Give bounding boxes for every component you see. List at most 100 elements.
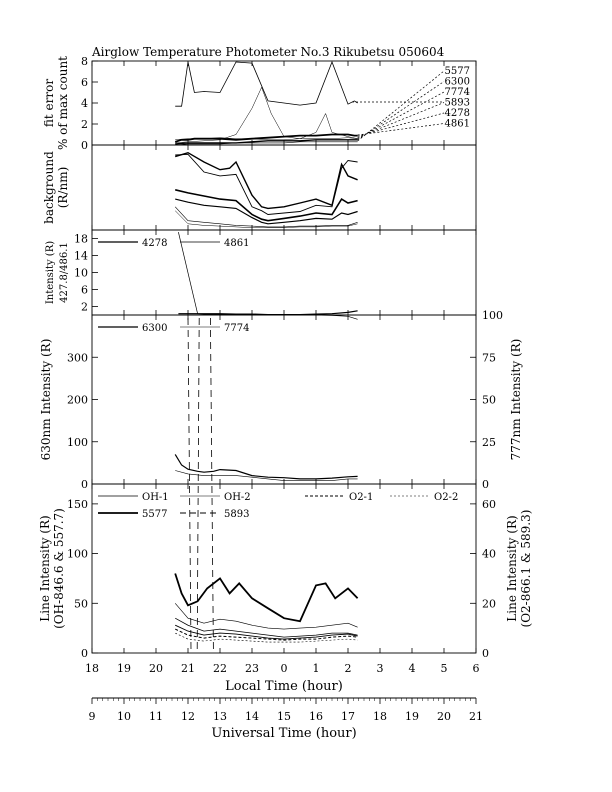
panel-1-ytick-label: 0 [81, 139, 88, 152]
panel-4-y2tick-label: 0 [482, 478, 489, 491]
local-time-axis-label: Local Time (hour) [225, 679, 343, 694]
local-time-tick-label: 23 [245, 662, 259, 675]
panel-4-ylabel: 630nm Intensity (R) [39, 339, 53, 461]
panel-2-ylabel: background [42, 151, 56, 224]
legend-label-o2-2: O2-2 [434, 492, 458, 503]
panel-3-ytick-label: 18 [74, 233, 88, 246]
panel-5-ylabel: (OH-846.6 & 557.7) [52, 508, 66, 629]
series-line-5577 [174, 573, 359, 623]
series-line-p2-2 [175, 189, 358, 222]
series-line-5893 [175, 624, 358, 640]
panel-4-y2tick-label: 25 [482, 436, 496, 449]
panel-4-ytick-label: 100 [67, 436, 88, 449]
series-line-o2-1 [174, 628, 358, 641]
panel-5-ytick-label: 150 [67, 498, 88, 511]
legend-leader-4278 [357, 112, 445, 137]
panel-5-y2tick-label: 0 [482, 647, 489, 660]
legend-leader-4861 [357, 123, 445, 136]
local-time-tick-label: 0 [281, 662, 288, 675]
panel-5-y2tick-label: 40 [482, 548, 496, 561]
panel-5-ytick-label: 100 [67, 548, 88, 561]
universal-time-tick-label: 21 [469, 710, 483, 723]
local-time-tick-label: 21 [181, 662, 195, 675]
legend-leader-5577 [357, 70, 445, 142]
panel-3-ytick-label: 10 [74, 267, 88, 280]
legend-label-oh-1: OH-1 [142, 492, 169, 503]
panel-1-ylabel: fit error [42, 79, 56, 127]
panel-4-frame [91, 314, 477, 485]
series-line-4861 [175, 141, 358, 146]
local-time-tick-label: 18 [85, 662, 99, 675]
series-line-oh-2 [174, 603, 358, 630]
universal-time-tick-label: 15 [277, 710, 291, 723]
series-line-p2-1 [175, 153, 358, 215]
panel-1-ytick-label: 6 [81, 76, 88, 89]
panel-5-ylabel: Line Intensity (R) [38, 515, 52, 621]
local-time-tick-label: 4 [409, 662, 416, 675]
legend-label-7774: 7774 [445, 87, 470, 98]
panel-3-ylabel: 427.8/486.1 [59, 242, 70, 303]
local-time-tick-label: 20 [149, 662, 163, 675]
panel-4-ytick-label: 300 [67, 351, 88, 364]
legend-label-5577: 5577 [142, 509, 167, 520]
legend-label-4278: 4278 [445, 108, 470, 119]
series-line-p2-0 [174, 151, 358, 210]
legend-label-4278: 4278 [142, 238, 167, 249]
legend-label-6300: 6300 [445, 77, 470, 88]
legend-leader-5893 [357, 102, 445, 138]
dashed-connector-line [187, 317, 192, 651]
series-line-7774 [175, 470, 358, 481]
chart-title: Airglow Temperature Photometer No.3 Riku… [91, 45, 445, 59]
series-line-4278 [175, 139, 358, 145]
local-time-tick-label: 3 [377, 662, 384, 675]
legend-leader-7774 [357, 91, 445, 139]
dashed-connector-line [196, 317, 200, 651]
panel-1-ytick-label: 4 [81, 97, 88, 110]
series-line-oh-1 [175, 617, 358, 638]
panel-5-y2label: (O2-866.1 & 589.3) [519, 510, 533, 628]
panel-4-y2tick-label: 50 [482, 394, 496, 407]
legend-label-4861: 4861 [445, 119, 470, 130]
legend-label-5577: 5577 [445, 66, 470, 77]
legend-leader-6300 [357, 81, 445, 141]
panel-4-y2label: 777nm Intensity (R) [509, 339, 523, 461]
legend-label-o2-1: O2-1 [349, 492, 373, 503]
local-time-tick-label: 2 [345, 662, 352, 675]
universal-time-tick-label: 19 [405, 710, 419, 723]
panel-1-ylabel: % of max count [56, 56, 70, 150]
panel-4-y2tick-label: 75 [482, 351, 496, 364]
panel-3-ytick-label: 6 [81, 284, 88, 297]
panel-5-y2tick-label: 20 [482, 597, 496, 610]
universal-time-tick-label: 18 [373, 710, 387, 723]
panel-2-ylabel: (R/nm) [56, 167, 70, 209]
universal-time-tick-label: 9 [89, 710, 96, 723]
universal-time-axis-label: Universal Time (hour) [211, 726, 356, 741]
universal-time-tick-label: 13 [213, 710, 227, 723]
legend-label-4861: 4861 [224, 238, 249, 249]
panel-3-ytick-label: 2 [81, 301, 88, 314]
local-time-tick-label: 6 [473, 662, 480, 675]
local-time-tick-label: 19 [117, 662, 131, 675]
series-line-p2-3 [175, 198, 358, 225]
panel-5-y2tick-label: 60 [482, 498, 496, 511]
panel-4-ytick-label: 200 [67, 394, 88, 407]
panel-5-ytick-label: 0 [81, 647, 88, 660]
legend-label-oh-2: OH-2 [224, 492, 251, 503]
series-line-6300 [175, 60, 358, 107]
panel-1-ytick-label: 2 [81, 118, 88, 131]
panel-5-ytick-label: 50 [74, 597, 88, 610]
series-line-7774 [175, 137, 358, 141]
series-line-p2-5 [175, 210, 358, 228]
panel-5-y2label: Line Intensity (R) [505, 515, 519, 621]
panel-4-y2tick-label: 100 [482, 309, 503, 322]
universal-time-tick-label: 14 [245, 710, 259, 723]
legend-label-5893: 5893 [445, 98, 470, 109]
panel-4-ytick-label: 0 [81, 478, 88, 491]
local-time-tick-label: 1 [313, 662, 320, 675]
universal-time-tick-label: 20 [437, 710, 451, 723]
series-line-5893 [175, 86, 358, 144]
universal-time-tick-label: 17 [341, 710, 355, 723]
panel-1-ytick-label: 8 [81, 55, 88, 68]
